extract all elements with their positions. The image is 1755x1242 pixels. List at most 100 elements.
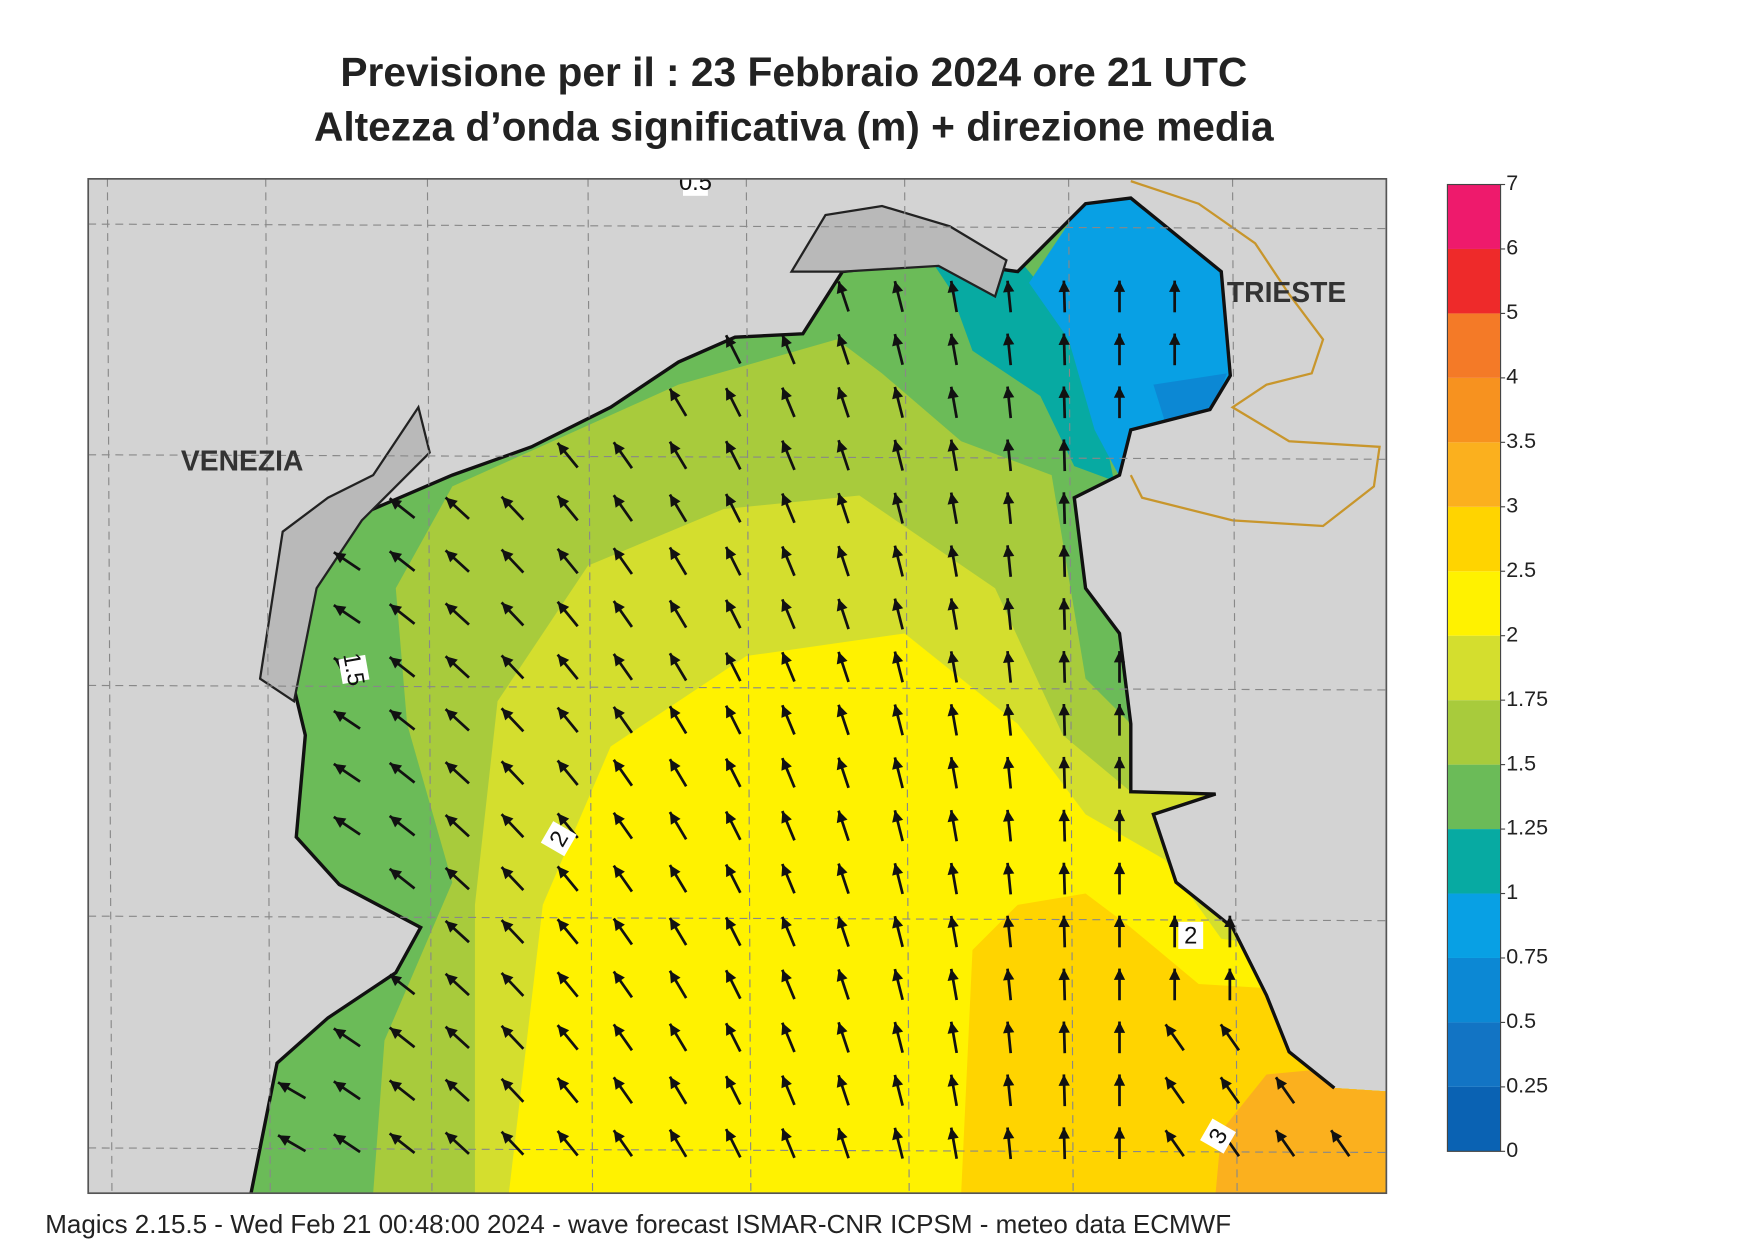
arrow-head — [613, 1130, 625, 1143]
arrow-head — [726, 652, 737, 666]
contour-label-bg — [683, 178, 708, 196]
contour-label-bg — [1200, 1118, 1236, 1154]
border — [1129, 180, 1381, 528]
arrow-head — [726, 335, 737, 348]
arrow-head — [1003, 492, 1015, 505]
colorbar-bin — [1447, 248, 1501, 314]
arrow-head — [669, 970, 681, 984]
arrow-head — [613, 1077, 625, 1090]
arrow-head — [1058, 280, 1070, 293]
arrow-head — [836, 281, 848, 294]
arrow-head — [781, 705, 792, 718]
arrow-head — [1275, 1130, 1288, 1143]
arrow-head — [389, 815, 403, 828]
arrow-head — [892, 1022, 904, 1035]
arrow-head — [669, 759, 681, 772]
arrow-head — [892, 334, 904, 347]
arrow-head — [389, 604, 403, 616]
arrow-head — [726, 388, 737, 401]
arrow-head — [1058, 915, 1070, 928]
arrow-head — [947, 386, 959, 399]
colorbar-bin — [1447, 700, 1501, 765]
arrow-head — [669, 653, 681, 666]
arrow-head — [1058, 1074, 1070, 1086]
arrow-head — [501, 1025, 514, 1038]
lagoon — [789, 204, 1008, 299]
arrow-head — [947, 810, 959, 823]
arrow-head — [389, 1027, 403, 1040]
arrow-head — [445, 1026, 458, 1039]
arrow-head — [947, 545, 959, 558]
colorbar: 0 0.25 0.5 0.75 1 1.25 1.5 1.75 2 2.5 3 3.5 4 5 6 7 — [1446, 171, 1548, 1162]
colorbar-label: 2.5 — [1506, 558, 1536, 582]
colorbar-label: 0.25 — [1506, 1074, 1548, 1098]
arrow-head — [557, 1078, 570, 1091]
contour-label: 1.5 — [337, 651, 370, 688]
arrow-head — [836, 493, 848, 506]
arrow-head — [445, 815, 458, 827]
arrow-head — [1003, 1127, 1015, 1140]
colorbar-bin — [1447, 635, 1501, 701]
arrow-head — [726, 494, 737, 507]
arrow-head — [781, 599, 792, 612]
arrow-head — [1003, 757, 1015, 769]
arrow-head — [726, 864, 737, 878]
title-line-1: Previsione per il : 23 Febbraio 2024 ore… — [340, 49, 1247, 95]
grid-line — [426, 178, 433, 1194]
grid — [88, 178, 1387, 1194]
arrow-head — [501, 708, 514, 721]
arrow-head — [1058, 386, 1070, 398]
contour-label-bg — [338, 654, 370, 685]
arrow-head — [445, 973, 458, 986]
arrow-head — [836, 387, 848, 400]
arrow-head — [445, 867, 458, 880]
arrow-head — [501, 655, 514, 668]
arrow-head — [501, 814, 514, 827]
colorbar-label: 1.25 — [1506, 816, 1548, 840]
colorbar-label: 4 — [1506, 365, 1518, 389]
arrow-head — [1058, 598, 1070, 610]
city-label: VENEZIA — [181, 445, 303, 477]
arrow-head — [1058, 968, 1070, 981]
arrow-head — [781, 811, 792, 824]
arrow-head — [445, 920, 458, 933]
arrow-head — [1169, 915, 1181, 927]
arrow-head — [613, 1024, 625, 1037]
arrow-head — [1169, 333, 1181, 345]
arrow-head — [445, 656, 458, 669]
colorbar-label: 0.5 — [1506, 1009, 1536, 1033]
arrow-head — [1058, 439, 1070, 451]
arrow-head — [669, 812, 681, 825]
arrow-head — [726, 1129, 737, 1142]
arrow-head — [1058, 862, 1070, 875]
arrow-head — [836, 1075, 848, 1088]
arrow-head — [278, 1082, 291, 1093]
arrow-head — [836, 440, 848, 453]
arrow-head — [781, 969, 792, 983]
arrow-head — [333, 1028, 347, 1040]
arrow-head — [781, 334, 792, 348]
arrow-head — [389, 1133, 403, 1145]
colorbar-label: 5 — [1506, 300, 1518, 324]
arrow-head — [1113, 968, 1126, 980]
arrow-head — [1220, 1077, 1232, 1090]
arrow-head — [726, 546, 737, 560]
grid-line — [106, 178, 113, 1194]
colorbar-bin — [1447, 377, 1501, 443]
arrow-head — [445, 603, 458, 616]
arrow-head — [1003, 598, 1015, 611]
arrow-head — [1113, 756, 1126, 769]
contour-label-text: 0.5 — [679, 170, 712, 196]
arrow-head — [726, 970, 737, 983]
arrow-head — [836, 334, 848, 347]
arrow-head — [557, 1130, 570, 1144]
contour-labels: 0.5 1.5 2 2 3 — [337, 170, 1236, 1154]
arrow-head — [892, 916, 904, 929]
contour-label: 2 — [540, 821, 577, 857]
arrow-head — [1058, 651, 1070, 663]
arrow-head — [1058, 756, 1070, 769]
arrow-head — [1058, 809, 1070, 822]
arrow-head — [613, 706, 625, 720]
arrow-head — [389, 974, 403, 987]
contour-label-bg — [540, 821, 577, 857]
